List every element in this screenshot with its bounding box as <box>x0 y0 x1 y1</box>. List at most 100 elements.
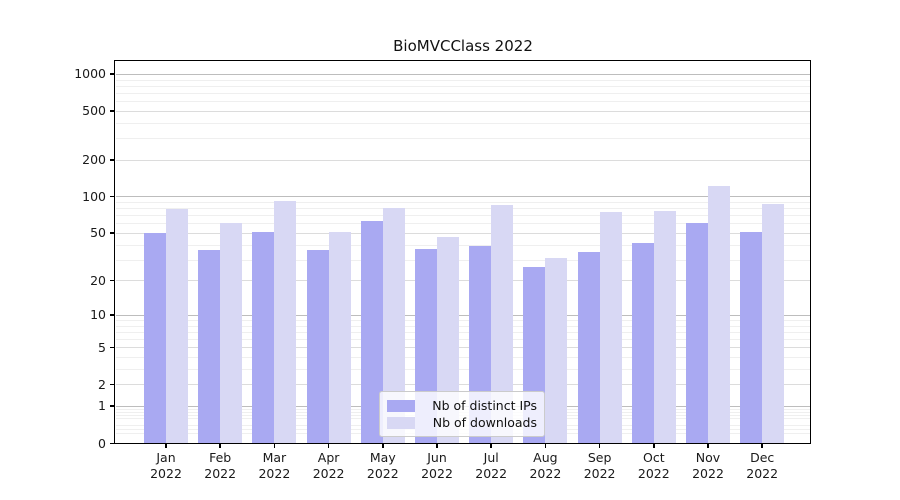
bar-aug-2022-nb-of-downloads <box>545 257 568 444</box>
gridline-200 <box>116 159 810 161</box>
y-tick-mark <box>109 232 114 234</box>
gridline-900 <box>116 79 810 81</box>
gridline-10 <box>116 314 810 316</box>
bar-mar-2022-nb-of-distinct-ips <box>252 231 275 444</box>
x-tick-label-mar-2022: Mar 2022 <box>258 450 291 481</box>
gridline-6 <box>116 339 810 341</box>
x-tick-mark <box>273 443 276 448</box>
chart-title: BioMVCClass 2022 <box>393 37 533 55</box>
legend-row-downloads: Nb of downloads <box>387 414 537 431</box>
x-tick-label-nov-2022: Nov 2022 <box>692 450 724 481</box>
y-tick-label-1: 1 <box>98 398 106 414</box>
y-tick-label-1000: 1000 <box>74 66 106 82</box>
x-tick-mark <box>382 443 384 448</box>
x-tick-label-jan-2022: Jan 2022 <box>150 450 182 481</box>
x-tick-mark <box>598 443 601 448</box>
legend-label-distinct-ips: Nb of distinct IPs <box>432 398 537 413</box>
y-tick-label-2: 2 <box>98 376 106 392</box>
y-tick-label-10: 10 <box>90 307 106 323</box>
y-tick-mark <box>109 195 114 198</box>
x-tick-label-feb-2022: Feb 2022 <box>204 450 237 481</box>
bar-apr-2022-nb-of-downloads <box>328 231 351 444</box>
gridline-500 <box>116 110 810 112</box>
gridline-90 <box>116 202 810 204</box>
x-tick-mark <box>327 443 330 448</box>
gridline-8 <box>116 325 810 327</box>
bar-sep-2022-nb-of-downloads <box>599 211 622 444</box>
y-tick-mark <box>109 110 114 112</box>
gridline-100 <box>116 196 810 198</box>
x-tick-label-apr-2022: Apr 2022 <box>312 450 345 481</box>
y-tick-label-100: 100 <box>82 188 106 204</box>
y-tick-mark <box>109 159 114 161</box>
y-tick-mark <box>109 442 114 444</box>
gridline-4 <box>116 357 810 359</box>
bar-sep-2022-nb-of-distinct-ips <box>577 251 600 444</box>
x-tick-mark <box>544 443 547 448</box>
x-tick-mark <box>436 443 438 448</box>
bar-nov-2022-nb-of-downloads <box>708 186 730 444</box>
x-tick-label-jun-2022: Jun 2022 <box>421 450 453 481</box>
legend-row-distinct-ips: Nb of distinct IPs <box>387 397 537 414</box>
x-tick-mark <box>707 443 709 448</box>
bar-jan-2022-nb-of-distinct-ips <box>144 232 166 444</box>
x-tick-label-sep-2022: Sep 2022 <box>583 450 616 481</box>
x-tick-label-oct-2022: Oct 2022 <box>637 450 670 481</box>
x-tick-label-dec-2022: Dec 2022 <box>746 450 779 481</box>
gridline-30 <box>116 259 810 261</box>
gridline-1000 <box>116 73 810 75</box>
legend-swatch-downloads <box>387 416 415 429</box>
x-tick-mark <box>653 443 655 448</box>
gridline-70 <box>116 215 810 217</box>
bar-mar-2022-nb-of-downloads <box>274 200 297 444</box>
x-tick-mark <box>165 443 167 448</box>
y-tick-label-5: 5 <box>98 339 106 355</box>
bar-nov-2022-nb-of-distinct-ips <box>686 222 708 444</box>
y-tick-label-20: 20 <box>90 272 106 288</box>
gridline-5 <box>116 347 810 349</box>
bar-oct-2022-nb-of-downloads <box>653 210 676 444</box>
gridline-3 <box>116 368 810 370</box>
gridline-40 <box>116 244 810 246</box>
gridline-20 <box>116 280 810 282</box>
legend: Nb of distinct IPs Nb of downloads <box>379 391 545 437</box>
gridline-400 <box>116 122 810 124</box>
bar-may-2022-nb-of-distinct-ips <box>360 220 383 444</box>
x-tick-label-may-2022: May 2022 <box>366 450 399 481</box>
x-tick-mark <box>219 443 221 448</box>
bar-jul-2022-nb-of-downloads <box>491 205 514 444</box>
y-tick-mark <box>109 383 114 386</box>
y-tick-mark <box>109 73 114 75</box>
legend-label-downloads: Nb of downloads <box>432 415 537 430</box>
y-tick-mark <box>109 346 114 349</box>
bar-oct-2022-nb-of-distinct-ips <box>631 243 654 444</box>
bar-may-2022-nb-of-downloads <box>382 207 405 444</box>
gridline-80 <box>116 208 810 210</box>
gridline-700 <box>116 92 810 94</box>
gridline-300 <box>116 138 810 140</box>
y-tick-mark <box>109 405 114 407</box>
x-tick-mark <box>490 443 492 448</box>
gridline-600 <box>116 101 810 103</box>
bar-apr-2022-nb-of-distinct-ips <box>306 250 329 444</box>
bar-dec-2022-nb-of-distinct-ips <box>740 231 763 444</box>
bar-feb-2022-nb-of-distinct-ips <box>198 250 221 444</box>
gridline-9 <box>116 320 810 321</box>
bar-dec-2022-nb-of-downloads <box>762 203 785 444</box>
y-tick-mark <box>109 279 114 282</box>
y-tick-mark <box>109 314 114 316</box>
gridline-7 <box>116 331 810 333</box>
y-tick-label-200: 200 <box>82 152 106 168</box>
gridline-2 <box>116 384 810 386</box>
gridline-60 <box>116 223 810 225</box>
y-tick-label-0: 0 <box>98 435 106 451</box>
y-tick-label-50: 50 <box>90 225 106 241</box>
bar-jan-2022-nb-of-downloads <box>166 208 188 444</box>
x-tick-label-jul-2022: Jul 2022 <box>475 450 508 481</box>
gridline-800 <box>116 85 810 87</box>
x-tick-label-aug-2022: Aug 2022 <box>529 450 562 481</box>
gridline-50 <box>116 232 810 234</box>
bar-feb-2022-nb-of-downloads <box>220 222 243 444</box>
x-tick-mark <box>761 443 763 448</box>
